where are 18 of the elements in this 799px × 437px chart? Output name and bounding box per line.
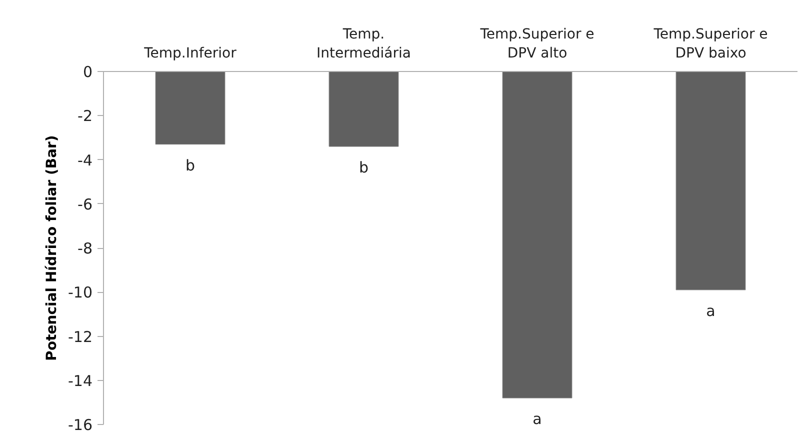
annotation: b	[358, 158, 369, 177]
y-tick-label: -10	[68, 284, 92, 302]
annotation: a	[706, 302, 716, 320]
x-tick-label: Temp.Superior e DPV baixo	[652, 26, 768, 62]
y-tick-label: -4	[78, 151, 93, 170]
y-axis-title: Potencial Hídrico foliar (Bar)	[44, 135, 60, 361]
x-tick-label: Temp.Inferior	[143, 46, 237, 62]
y-tick-label: -8	[78, 240, 93, 258]
annotation: a	[532, 410, 542, 428]
y-tick-label: -6	[78, 195, 93, 214]
y-tick-label: -14	[68, 372, 92, 390]
y-tick-label: -16	[68, 416, 92, 434]
x-tick-label: Temp.Superior e DPV alto	[479, 26, 594, 62]
annotation: b	[185, 156, 196, 174]
y-tick-label: -2	[78, 107, 93, 126]
y-tick-label: 0	[82, 63, 93, 81]
x-tick-label: Temp. Intermediária	[316, 26, 411, 62]
y-tick-label: -12	[68, 328, 92, 346]
